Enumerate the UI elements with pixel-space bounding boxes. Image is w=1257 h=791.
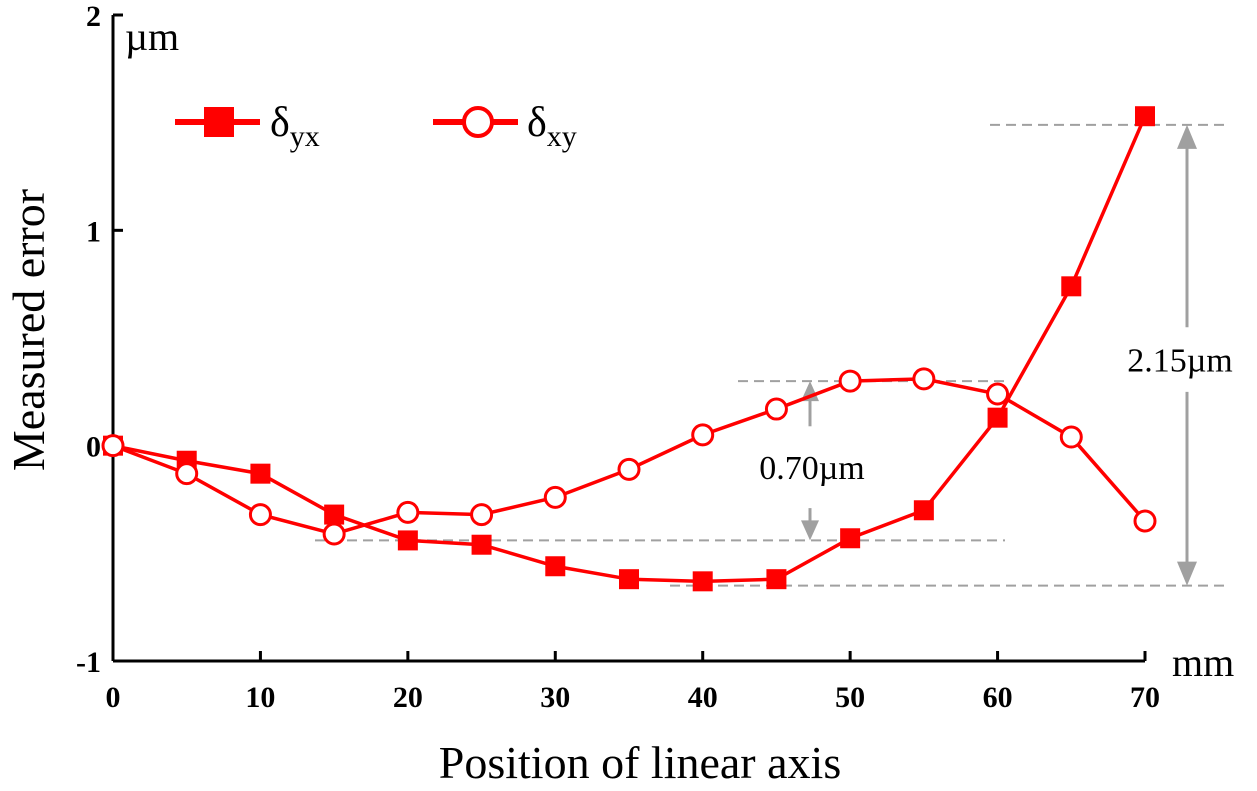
arrowhead-up <box>1177 124 1197 149</box>
data-point-xy <box>838 369 862 393</box>
x-tick-label: 20 <box>393 681 423 714</box>
legend-label: δxy <box>527 100 577 153</box>
data-point-yx <box>1061 276 1082 297</box>
data-point-yx <box>987 407 1008 428</box>
data-point-xy <box>617 457 641 481</box>
data-point-xy <box>396 500 420 524</box>
data-point-xy <box>1133 509 1157 533</box>
series <box>101 106 1157 592</box>
data-point-yx <box>1135 106 1155 127</box>
data-point-xy <box>1059 425 1083 449</box>
y-tick-label: 2 <box>86 0 101 33</box>
x-tick-label: 50 <box>835 681 865 714</box>
data-point-yx <box>840 528 861 549</box>
data-point-xy <box>101 434 125 458</box>
data-point-yx <box>471 534 492 555</box>
x-unit-label: mm <box>1172 640 1234 685</box>
legend-label: δyx <box>270 100 320 153</box>
y-tick-label: -1 <box>76 646 101 679</box>
x-axis-label: Position of linear axis <box>439 737 841 788</box>
data-point-yx <box>913 500 934 521</box>
y-unit-label: µm <box>125 14 179 59</box>
data-point-xy <box>764 397 788 421</box>
x-tick-label: 40 <box>688 681 718 714</box>
x-tick-label: 30 <box>540 681 570 714</box>
x-tick-label: 60 <box>983 681 1013 714</box>
data-point-yx <box>324 504 345 525</box>
y-tick-label: 0 <box>86 431 101 464</box>
data-point-xy <box>543 485 567 509</box>
y-axis-label: Measured error <box>3 189 54 471</box>
data-point-xy <box>322 522 346 546</box>
data-point-yx <box>250 463 271 484</box>
x-tick-label: 10 <box>245 681 275 714</box>
x-tick-label: 70 <box>1130 681 1160 714</box>
legend: δyx δxy <box>175 100 577 153</box>
y-tick-label: 1 <box>86 215 101 248</box>
data-point-xy <box>691 423 715 447</box>
data-point-yx <box>545 556 566 577</box>
reference-lines: 2.15µm 0.70µm <box>315 123 1233 587</box>
arrowhead-down <box>1177 561 1197 586</box>
data-point-xy <box>175 462 199 486</box>
data-point-xy <box>470 503 494 527</box>
data-point-yx <box>766 569 787 590</box>
data-point-yx <box>619 569 639 590</box>
data-point-yx <box>397 530 418 551</box>
legend-square-icon <box>204 107 234 137</box>
legend-circle-icon <box>462 106 494 138</box>
data-point-yx <box>692 571 713 592</box>
annotation-0-70um: 0.70µm <box>759 450 865 487</box>
data-point-xy <box>248 503 272 527</box>
arrowhead-down <box>801 520 819 541</box>
data-point-xy <box>912 367 936 391</box>
x-tick-label: 0 <box>106 681 121 714</box>
annotation-2-15um: 2.15µm <box>1127 343 1233 380</box>
data-point-xy <box>986 382 1010 406</box>
